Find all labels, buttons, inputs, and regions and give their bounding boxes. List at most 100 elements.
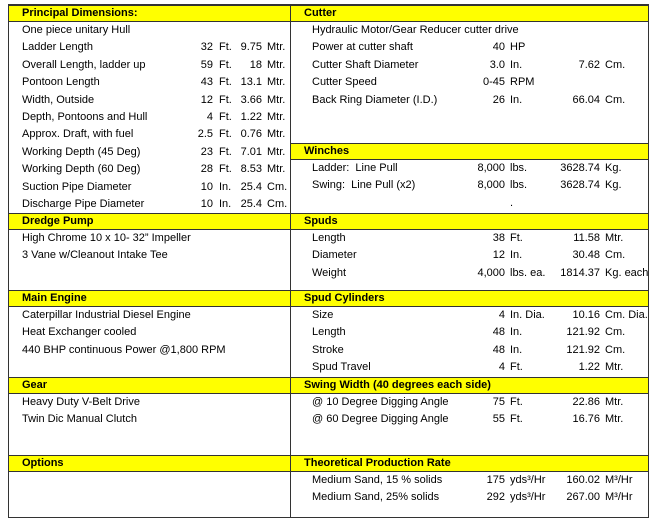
- value: 75: [492, 396, 505, 408]
- value: 66.04: [572, 93, 600, 106]
- unit: Mtr.: [267, 163, 286, 176]
- value: 55: [492, 413, 505, 426]
- row-label: @ 60 Degree Digging Angle: [312, 413, 449, 426]
- value: 0-45: [482, 76, 505, 89]
- unit: Mtr.: [605, 396, 624, 408]
- value: 3628.74: [560, 179, 600, 192]
- row-label: Medium Sand, 25% solids: [312, 491, 440, 504]
- row-label: Heat Exchanger cooled: [22, 326, 137, 339]
- value: 292: [486, 491, 505, 504]
- unit: Ft.: [219, 111, 232, 123]
- unit: Ft.: [510, 361, 523, 374]
- unit: lbs. ea.: [510, 266, 546, 279]
- unit: In.: [510, 58, 523, 71]
- value: 3628.74: [560, 162, 600, 174]
- unit: Mtr.: [267, 128, 286, 141]
- unit: In.: [510, 93, 523, 106]
- row-label: Spud Travel: [312, 361, 371, 374]
- unit: In.: [510, 249, 523, 262]
- section-header: Spuds: [291, 213, 648, 230]
- value: 267.00: [566, 491, 600, 504]
- unit: In.: [219, 198, 232, 210]
- unit: Mtr.: [267, 76, 286, 89]
- value: 10.16: [572, 309, 600, 321]
- unit: Cm.: [605, 93, 626, 106]
- value: 12: [200, 93, 213, 106]
- row-label: Pontoon Length: [22, 76, 100, 89]
- unit: RPM: [510, 76, 535, 89]
- row-label: High Chrome 10 x 10- 32” Impeller: [22, 232, 191, 244]
- value: 32: [200, 41, 213, 54]
- value: 40: [492, 41, 505, 54]
- value: 26: [492, 93, 505, 106]
- row-label: Caterpillar Industrial Diesel Engine: [22, 309, 191, 321]
- value: 9.75: [240, 41, 262, 54]
- section-header: Dredge Pump: [9, 213, 290, 230]
- value: 7.01: [240, 145, 262, 158]
- row-label: Diameter: [312, 249, 357, 262]
- section-header: Spud Cylinders: [291, 290, 648, 307]
- value: 13.1: [240, 76, 262, 89]
- row-label: Width, Outside: [22, 93, 95, 106]
- value: 175: [486, 474, 505, 486]
- unit: Kg.: [605, 162, 622, 174]
- row-label: Suction Pipe Diameter: [22, 180, 132, 193]
- unit: Ft.: [510, 232, 523, 244]
- row-label: Stroke: [312, 343, 344, 356]
- section-header: Cutter: [291, 5, 648, 22]
- section-header: Main Engine: [9, 290, 290, 307]
- unit: Kg. each: [605, 266, 649, 279]
- row-label: Length: [312, 232, 346, 244]
- value: 38: [492, 232, 505, 244]
- value: 1.22: [240, 111, 262, 123]
- unit: Cm.: [267, 180, 288, 193]
- value: 4: [498, 361, 505, 374]
- unit: In.: [219, 180, 232, 193]
- value: 3.66: [240, 93, 262, 106]
- value: 10: [200, 180, 213, 193]
- value: 121.92: [566, 343, 600, 356]
- unit: Cm.: [605, 249, 626, 262]
- value: 18: [249, 58, 262, 71]
- value: 121.92: [566, 326, 600, 339]
- value: 12: [492, 249, 505, 262]
- row-label: Ladder: Line Pull: [312, 162, 398, 174]
- column-divider: [290, 4, 291, 518]
- value: 11.58: [573, 232, 600, 244]
- value: 8,000: [477, 162, 505, 174]
- row-label: Weight: [312, 266, 347, 279]
- row-label: Back Ring Diameter (I.D.): [312, 93, 438, 106]
- unit: yds³/Hr: [510, 491, 546, 504]
- value: 28: [200, 163, 213, 176]
- unit: M³/Hr: [605, 491, 633, 504]
- row-label: Depth, Pontoons and Hull: [22, 111, 148, 123]
- unit: Mtr.: [605, 232, 624, 244]
- unit: lbs.: [510, 179, 528, 192]
- row-label: Size: [312, 309, 334, 321]
- value: 7.62: [578, 58, 600, 71]
- row-label: @ 10 Degree Digging Angle: [312, 396, 449, 408]
- value: 25.4: [240, 180, 262, 193]
- unit: Ft.: [219, 145, 232, 158]
- value: 1.22: [578, 361, 600, 374]
- value: 25.4: [240, 198, 262, 210]
- unit: Ft.: [219, 128, 232, 141]
- row-label: One piece unitary Hull: [22, 24, 131, 36]
- row-label: Working Depth (45 Deg): [22, 145, 141, 158]
- unit: Mtr.: [267, 145, 286, 158]
- unit: Mtr.: [267, 111, 286, 123]
- unit: Mtr.: [605, 413, 624, 426]
- value: 22.86: [572, 396, 600, 408]
- section-header: Options: [9, 455, 290, 472]
- section-header: Principal Dimensions:: [9, 5, 290, 22]
- unit: Mtr.: [267, 58, 286, 71]
- unit: Ft.: [219, 41, 232, 54]
- unit: Cm.: [267, 198, 288, 210]
- unit: Ft.: [510, 413, 523, 426]
- unit: Cm.: [605, 58, 626, 71]
- row-label: 3 Vane w/Cleanout Intake Tee: [22, 249, 168, 262]
- value: 4,000: [477, 266, 505, 279]
- unit: Mtr.: [267, 41, 286, 54]
- unit: In. Dia.: [510, 309, 545, 321]
- row-label: Hydraulic Motor/Gear Reducer cutter driv…: [312, 24, 519, 36]
